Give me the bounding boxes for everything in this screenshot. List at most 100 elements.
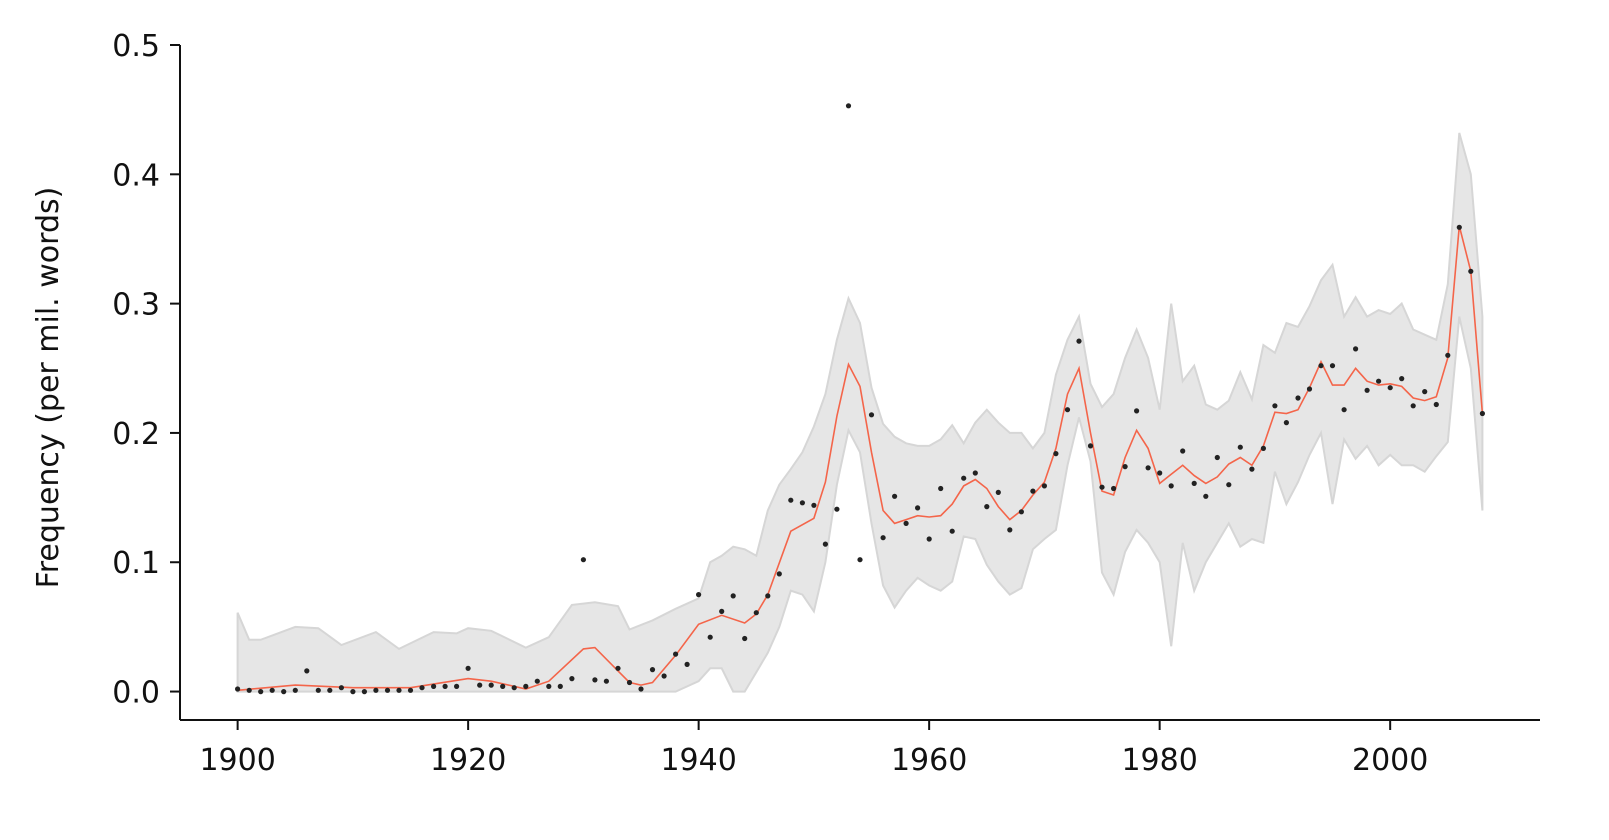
- data-point: [1318, 363, 1324, 369]
- data-point: [1041, 483, 1047, 489]
- y-tick-label: 0.3: [112, 288, 160, 323]
- data-point: [1399, 376, 1405, 382]
- data-point: [361, 689, 367, 695]
- data-point: [626, 679, 633, 686]
- data-point: [1111, 485, 1117, 492]
- data-point: [384, 687, 391, 693]
- data-point: [1134, 408, 1140, 414]
- y-tick-label: 0.5: [112, 29, 160, 64]
- data-point: [892, 493, 898, 499]
- axes: [179, 45, 1540, 721]
- x-tick-label: 1920: [430, 743, 506, 778]
- data-point: [500, 683, 506, 690]
- data-point: [1376, 378, 1382, 384]
- data-point: [822, 541, 829, 547]
- x-tick-label: 1900: [199, 743, 275, 778]
- data-points-layer: [235, 103, 1485, 695]
- data-point: [1087, 443, 1094, 449]
- data-point: [396, 687, 402, 693]
- data-point: [511, 685, 517, 691]
- data-point: [1064, 407, 1071, 413]
- data-point: [557, 683, 563, 690]
- data-point: [868, 412, 875, 418]
- data-point: [984, 504, 990, 510]
- data-point: [431, 683, 437, 690]
- data-point: [1249, 466, 1255, 472]
- data-point: [373, 687, 379, 693]
- y-tick-label: 0.1: [112, 546, 160, 581]
- data-point: [1214, 454, 1220, 461]
- data-point: [949, 528, 955, 534]
- data-point: [673, 651, 679, 657]
- y-ticks: 0.0 0.1 0.2 0.3 0.4 0.5: [112, 29, 180, 711]
- data-point: [1168, 483, 1174, 489]
- data-point: [546, 683, 552, 690]
- data-point: [1456, 224, 1462, 230]
- data-point: [995, 489, 1001, 495]
- data-point: [488, 682, 494, 688]
- data-point: [327, 687, 333, 693]
- data-point: [1306, 386, 1313, 392]
- data-point: [419, 685, 425, 691]
- data-point: [696, 592, 702, 598]
- data-point: [972, 470, 978, 476]
- y-tick-label: 0.4: [112, 158, 160, 193]
- data-point: [707, 634, 713, 640]
- data-point: [1053, 451, 1059, 457]
- data-point: [765, 593, 771, 599]
- data-point: [1099, 484, 1105, 490]
- data-point: [1433, 401, 1439, 408]
- data-point: [799, 500, 806, 506]
- data-point: [534, 678, 540, 684]
- data-point: [1226, 482, 1232, 488]
- data-point: [834, 506, 840, 512]
- data-point: [1364, 387, 1370, 393]
- data-point: [1329, 363, 1336, 369]
- data-point: [1479, 410, 1485, 417]
- data-point: [603, 678, 610, 684]
- data-point: [788, 497, 794, 503]
- data-point: [258, 689, 264, 695]
- data-point: [1180, 448, 1186, 454]
- y-tick-label: 0.0: [112, 676, 160, 711]
- data-point: [235, 686, 241, 692]
- y-tick-label: 0.2: [112, 417, 160, 452]
- data-point: [1122, 464, 1128, 470]
- data-point: [938, 485, 944, 492]
- data-point: [730, 593, 736, 599]
- data-point: [742, 635, 748, 642]
- data-point: [269, 687, 275, 693]
- data-point: [1295, 395, 1301, 401]
- data-point: [880, 535, 886, 541]
- data-point: [1353, 346, 1359, 352]
- data-point: [961, 475, 967, 481]
- x-ticks: 1900 1920 1940 1960 1980 2000: [199, 720, 1428, 778]
- data-point: [661, 673, 667, 679]
- data-point: [1007, 527, 1013, 533]
- data-point: [1145, 465, 1151, 471]
- data-point: [719, 608, 725, 615]
- data-point: [811, 502, 817, 508]
- smoothed-line-layer: [237, 225, 1484, 692]
- data-point: [1272, 403, 1278, 409]
- data-point: [338, 685, 344, 691]
- data-point: [1203, 493, 1209, 499]
- data-point: [477, 682, 483, 688]
- data-point: [903, 520, 909, 527]
- data-point: [638, 686, 644, 692]
- data-point: [1283, 420, 1289, 426]
- data-point: [1468, 268, 1474, 274]
- data-point: [1410, 403, 1416, 409]
- x-tick-label: 1960: [891, 743, 967, 778]
- data-point: [1422, 389, 1428, 395]
- x-tick-label: 2000: [1352, 743, 1428, 778]
- data-point: [350, 689, 356, 695]
- data-point: [523, 683, 529, 690]
- data-point: [407, 687, 414, 693]
- data-point: [1387, 385, 1393, 391]
- data-point: [454, 683, 460, 690]
- data-point: [1157, 470, 1163, 476]
- confidence-band-layer: [236, 132, 1484, 693]
- data-point: [776, 571, 782, 577]
